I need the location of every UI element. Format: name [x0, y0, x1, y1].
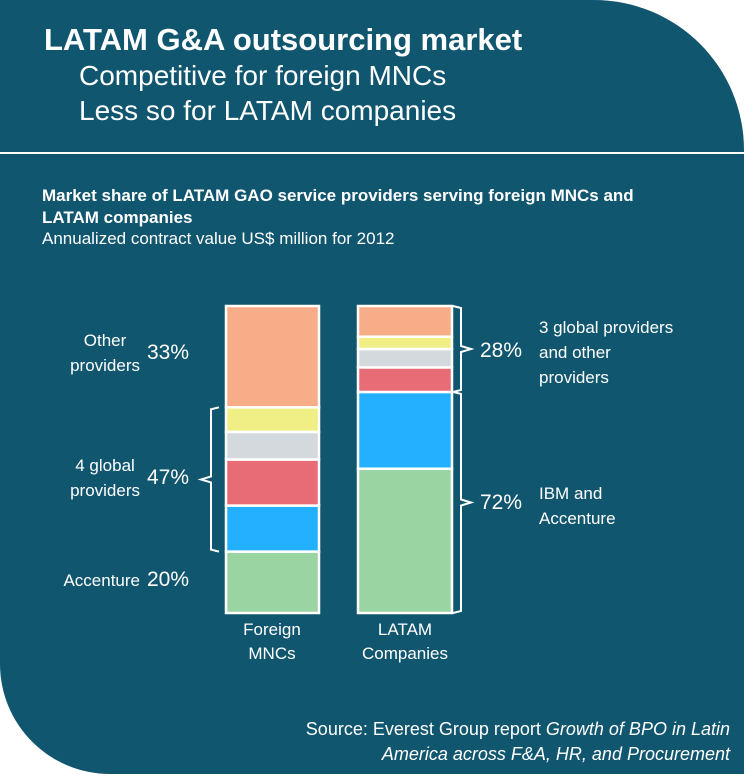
pct-4-global-providers: 47% [147, 466, 190, 489]
label-line: providers [70, 356, 140, 375]
label-line: Foreign [243, 620, 301, 639]
source-title-part1: Growth of BPO in Latin [545, 719, 730, 739]
source-note: Source: Everest Group report Growth of B… [306, 717, 730, 767]
label-line: 4 global [75, 456, 135, 475]
label-line: IBM and [539, 484, 603, 503]
pct-ibm-accenture: 72% [480, 491, 523, 514]
chart-subtitle: Annualized contract value US$ million fo… [42, 229, 395, 248]
label-line: providers [70, 481, 140, 500]
label-line: Companies [362, 644, 448, 663]
bar-segment-orange [356, 304, 454, 338]
source-title-part2: America across F&A, HR, and Procurement [381, 744, 730, 764]
x-label-foreign-mncs: Foreign MNCs [202, 618, 342, 666]
bar-segment-red [224, 458, 321, 507]
bar-segment-green [224, 550, 321, 615]
x-label-latam-companies: LATAM Companies [335, 618, 475, 666]
bar-segment-gray [224, 430, 321, 461]
label-line: Other [83, 331, 127, 350]
bar-segment-green [356, 467, 454, 615]
bar-segment-blue [224, 504, 321, 553]
label-3-global-and-other: 3 global providers and other providers [539, 315, 673, 390]
label-4-global-providers: 4 global providers [70, 453, 140, 503]
chart-title: Market share of LATAM GAO service provid… [42, 186, 634, 227]
label-accenture: Accenture [63, 571, 140, 590]
bracket-ibm-accenture [452, 390, 475, 614]
subtitle-1: Competitive for foreign MNCs [79, 60, 447, 91]
label-line: 3 global providers [539, 318, 674, 337]
bracket-4-global-providers [197, 406, 220, 553]
label-ibm-accenture: IBM and Accenture [539, 481, 616, 531]
source-prefix: Source: Everest Group report [305, 719, 546, 739]
label-line: and other [539, 343, 611, 362]
bar-segment-gray [356, 347, 454, 369]
bar-segment-yellow [224, 406, 321, 434]
page-title: LATAM G&A outsourcing market [44, 22, 523, 57]
bar-segment-blue [356, 390, 454, 470]
label-line: MNCs [248, 644, 296, 663]
pct-accenture: 20% [147, 568, 190, 591]
label-line: Accenture [539, 509, 616, 528]
subtitle-2: Less so for LATAM companies [79, 95, 457, 126]
bar-segment-orange [224, 304, 321, 409]
divider [0, 152, 744, 154]
label-line: LATAM [377, 620, 433, 639]
pct-other-providers: 33% [147, 341, 190, 364]
pct-3-global-and-other: 28% [480, 339, 523, 362]
bar-segment-yellow [356, 335, 454, 351]
label-line: providers [539, 368, 609, 387]
bracket-3-global-and-other [452, 305, 475, 393]
label-other-providers: Other providers [70, 328, 140, 378]
bar-segment-red [356, 366, 454, 394]
